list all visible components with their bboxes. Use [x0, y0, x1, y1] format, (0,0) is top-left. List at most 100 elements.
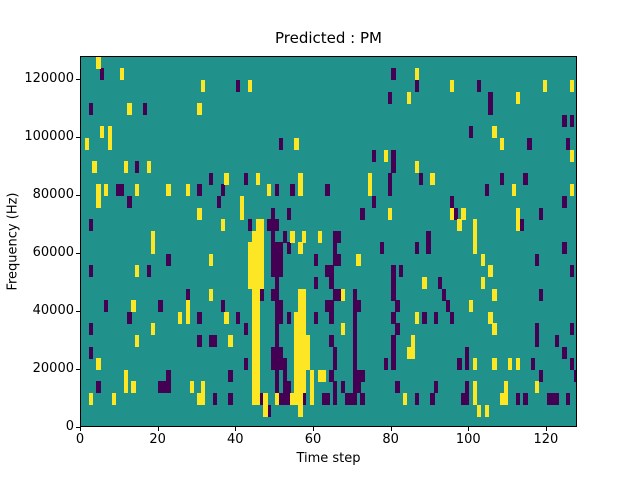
y-tick-label: 40000 — [32, 303, 74, 319]
heatmap-cell — [298, 335, 303, 348]
heatmap-cell — [255, 265, 260, 278]
heatmap-cell — [391, 335, 396, 348]
heatmap-cell — [251, 253, 256, 266]
heatmap-cell — [500, 172, 505, 185]
heatmap-cell — [96, 358, 101, 371]
heatmap-cell — [352, 346, 357, 359]
heatmap-cell — [197, 184, 202, 197]
heatmap-cell — [515, 207, 520, 220]
x-axis-tick — [312, 427, 314, 431]
heatmap-cell — [255, 219, 260, 232]
heatmap-cell — [410, 346, 416, 359]
heatmap-cell — [570, 149, 575, 162]
heatmap-cell — [274, 253, 280, 266]
heatmap-cell — [259, 288, 264, 301]
heatmap-cell — [271, 265, 276, 278]
heatmap-cell — [340, 288, 346, 301]
heatmap-cell — [406, 91, 412, 104]
heatmap-cell — [96, 57, 101, 69]
heatmap-cell — [274, 393, 280, 405]
heatmap-cell — [550, 393, 555, 405]
heatmap-cell — [469, 300, 474, 313]
heatmap-cell — [278, 242, 284, 255]
heatmap-cell — [271, 242, 276, 255]
heatmap-cell — [259, 265, 264, 278]
heatmap-cell — [515, 91, 520, 104]
heatmap-cell — [414, 311, 419, 324]
heatmap-cell — [333, 288, 338, 301]
heatmap-cell — [515, 358, 520, 371]
heatmap-cell — [274, 242, 280, 255]
heatmap-cell — [185, 300, 190, 313]
y-axis-tick — [76, 79, 80, 81]
heatmap-cell — [236, 79, 241, 92]
heatmap-cell — [259, 219, 264, 232]
heatmap-cell — [340, 323, 346, 336]
heatmap-cell — [88, 103, 93, 116]
heatmap-cell — [441, 288, 447, 301]
heatmap-cell — [488, 103, 493, 116]
heatmap-cell — [274, 335, 280, 348]
heatmap-cell — [247, 253, 253, 266]
x-axis-tick — [390, 427, 392, 431]
heatmap-cell — [457, 219, 462, 232]
heatmap-cell — [104, 184, 109, 197]
heatmap-cell — [484, 404, 489, 417]
heatmap-cell — [302, 393, 307, 405]
heatmap-canvas — [80, 56, 577, 427]
heatmap-cell — [306, 346, 311, 359]
heatmap-cell — [208, 253, 214, 266]
heatmap-cell — [298, 242, 303, 255]
heatmap-cell — [150, 323, 155, 336]
heatmap-cell — [201, 79, 206, 92]
heatmap-cell — [492, 358, 497, 371]
heatmap-cell — [220, 300, 225, 313]
heatmap-cell — [465, 358, 470, 371]
y-axis-tick — [76, 311, 80, 313]
heatmap-cell — [306, 335, 311, 348]
y-tick-label: 20000 — [32, 361, 74, 377]
heatmap-cell — [278, 300, 284, 313]
heatmap-cell — [278, 253, 284, 266]
heatmap-cell — [488, 91, 493, 104]
heatmap-cell — [251, 265, 256, 278]
heatmap-cell — [523, 393, 528, 405]
heatmap-cell — [507, 358, 513, 371]
heatmap-cell — [274, 300, 280, 313]
heatmap-cell — [263, 404, 268, 417]
heatmap-cell — [414, 242, 419, 255]
heatmap-cell — [391, 68, 396, 81]
heatmap-cell — [391, 161, 396, 174]
heatmap-cell — [251, 288, 256, 301]
heatmap-cell — [426, 242, 431, 255]
heatmap-cell — [403, 393, 408, 405]
heatmap-cell — [274, 277, 280, 290]
heatmap-cell — [286, 381, 291, 394]
heatmap-cell — [337, 288, 342, 301]
heatmap-cell — [368, 184, 373, 197]
heatmap-cell — [523, 172, 528, 185]
heatmap-cell — [500, 137, 505, 150]
heatmap-cell — [348, 393, 353, 405]
heatmap-cell — [321, 369, 326, 382]
heatmap-cell — [391, 358, 396, 371]
heatmap-cell — [333, 381, 338, 394]
heatmap-cell — [208, 172, 214, 185]
heatmap-cell — [185, 184, 190, 197]
heatmap-cell — [484, 184, 489, 197]
heatmap-cell — [340, 381, 346, 394]
y-tick-label: 120000 — [24, 71, 74, 87]
x-axis-tick — [235, 427, 237, 431]
heatmap-cell — [251, 242, 256, 255]
heatmap-cell — [298, 172, 303, 185]
heatmap-cell — [298, 369, 303, 382]
heatmap-cell — [135, 335, 140, 348]
heatmap-cell — [100, 68, 105, 81]
heatmap-cell — [414, 79, 419, 92]
heatmap-cell — [271, 288, 276, 301]
heatmap-cell — [166, 184, 171, 197]
heatmap-cell — [434, 311, 439, 324]
heatmap-cell — [197, 335, 202, 348]
heatmap-cell — [228, 335, 233, 348]
heatmap-cell — [570, 358, 575, 371]
